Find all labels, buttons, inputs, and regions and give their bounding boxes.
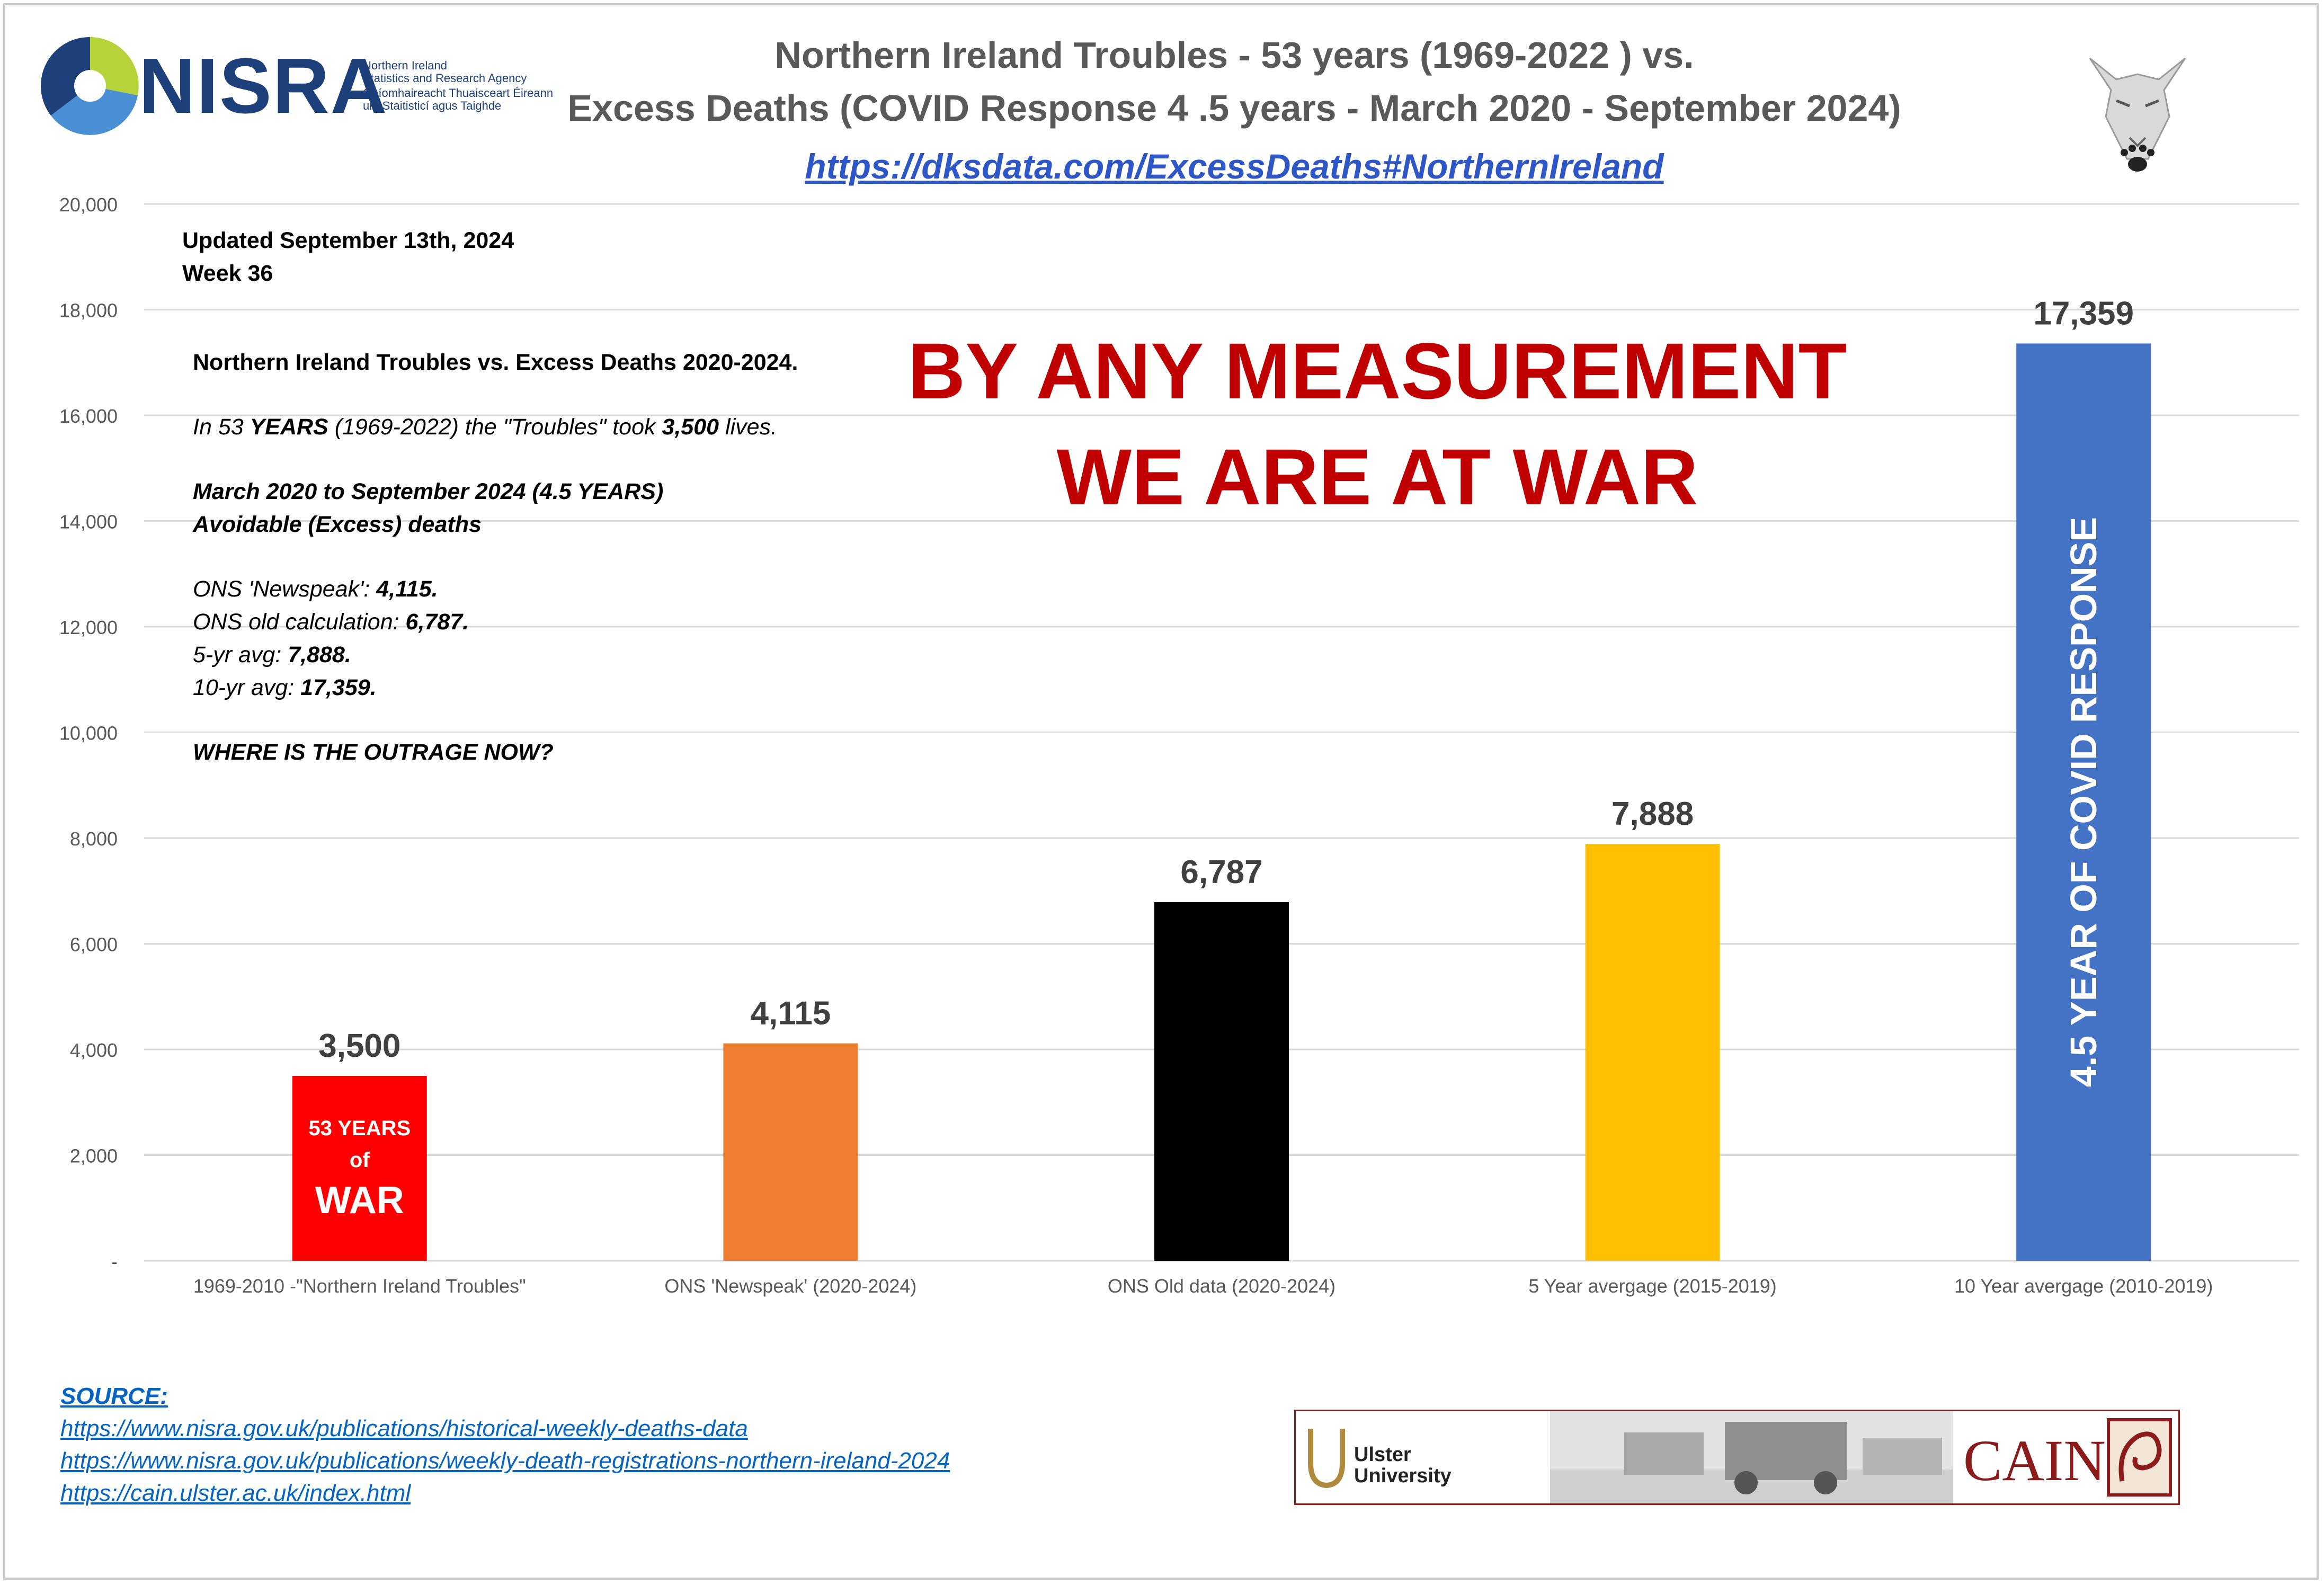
red-bar-annotation-1: 53 YEARS xyxy=(308,1117,411,1140)
x-category-label: 1969-2010 -"Northern Ireland Troubles" xyxy=(193,1275,526,1297)
info-outrage: WHERE IS THE OUTRAGE NOW? xyxy=(193,740,554,765)
source-link-1[interactable]: https://www.nisra.gov.uk/publications/hi… xyxy=(60,1415,748,1441)
nisra-logo-icon xyxy=(40,37,139,135)
x-category-label: 5 Year avergage (2015-2019) xyxy=(1528,1275,1776,1297)
bar-value-label: 3,500 xyxy=(318,1028,400,1064)
headline-line-2: WE ARE AT WAR xyxy=(1056,432,1698,521)
y-tick-label: 14,000 xyxy=(59,511,118,533)
update-note-date: Updated September 13th, 2024 xyxy=(182,228,514,253)
y-tick-label: 16,000 xyxy=(59,405,118,427)
y-tick-label: 20,000 xyxy=(59,194,118,216)
nisra-tagline-3: Gníomhaireacht Thuaisceart Éireann xyxy=(363,86,554,100)
bar-value-label: 17,359 xyxy=(2033,295,2134,332)
source-link-3[interactable]: https://cain.ulster.ac.uk/index.html xyxy=(60,1480,411,1506)
chart-frame xyxy=(3,3,2319,1580)
bar-value-label: 7,888 xyxy=(1611,796,1694,832)
source-label[interactable]: SOURCE: xyxy=(60,1383,168,1409)
bar-value-label: 4,115 xyxy=(751,995,831,1032)
cain-emblem-icon xyxy=(2107,1418,2172,1497)
wolf-emblem-icon xyxy=(2089,57,2186,172)
bar-value-label: 6,787 xyxy=(1180,854,1262,891)
source-link-2[interactable]: https://www.nisra.gov.uk/publications/we… xyxy=(60,1448,950,1474)
blue-bar-annotation: 4.5 YEAR OF COVID RESPONSE xyxy=(2063,517,2104,1087)
update-note-week: Week 36 xyxy=(182,261,273,286)
info-ons-newspeak: ONS 'Newspeak': 4,115. xyxy=(193,576,438,602)
bar xyxy=(1585,844,1720,1261)
y-tick-label: 10,000 xyxy=(59,723,118,744)
red-bar-annotation-3: WAR xyxy=(315,1179,404,1222)
x-category-label: ONS 'Newspeak' (2020-2024) xyxy=(664,1275,916,1297)
x-category-label: ONS Old data (2020-2024) xyxy=(1108,1275,1335,1297)
ulster-university-icon xyxy=(1308,1429,1345,1489)
info-period: March 2020 to September 2024 (4.5 YEARS) xyxy=(193,479,664,504)
nisra-wordmark: NISRA xyxy=(139,42,388,130)
headline: BY ANY MEASUREMENT WE ARE AT WAR xyxy=(826,318,1928,530)
bar xyxy=(292,1075,427,1261)
bar xyxy=(723,1043,858,1261)
chart-title-line-2: Excess Deaths (COVID Response 4 .5 years… xyxy=(567,87,1901,129)
info-avg10: 10-yr avg: 17,359. xyxy=(193,675,377,700)
bar xyxy=(2016,343,2151,1261)
red-bar-annotation-2: of xyxy=(350,1148,370,1172)
x-category-label: 10 Year avergage (2010-2019) xyxy=(1954,1275,2213,1297)
bar-chart: - 2,000 4,000 6,000 8,000 10,000 12,000 14,000 1… xyxy=(59,194,2299,1297)
y-tick-label: 8,000 xyxy=(70,828,118,850)
y-tick-label: 2,000 xyxy=(70,1145,118,1167)
cain-logo: CAIN xyxy=(1963,1428,2106,1493)
footer-logos: Ulster University CAIN xyxy=(1294,1410,2180,1505)
y-tick-label: - xyxy=(111,1251,118,1272)
nisra-tagline-4: um Staitisticí agus Taighde xyxy=(363,99,502,112)
nisra-tagline-1: Northern Ireland xyxy=(363,59,447,72)
chart-title-line-1: Northern Ireland Troubles - 53 years (19… xyxy=(774,34,1694,76)
info-avg5: 5-yr avg: 7,888. xyxy=(193,642,351,667)
y-tick-label: 18,000 xyxy=(59,300,118,322)
info-period-sub: Avoidable (Excess) deaths xyxy=(193,512,482,537)
y-tick-label: 6,000 xyxy=(70,934,118,956)
info-troubles: In 53 YEARS (1969-2022) the "Troubles" t… xyxy=(193,414,777,440)
nisra-tagline-2: Statistics and Research Agency xyxy=(363,72,527,85)
headline-line-1: BY ANY MEASUREMENT xyxy=(907,326,1847,415)
street-photo-image xyxy=(1550,1411,1953,1503)
info-heading: Northern Ireland Troubles vs. Excess Dea… xyxy=(193,350,798,375)
ulster-university-logo: Ulster University xyxy=(1354,1444,1452,1487)
sources: SOURCE: https://www.nisra.gov.uk/publica… xyxy=(60,1380,950,1509)
title-link[interactable]: https://dksdata.com/ExcessDeaths#Norther… xyxy=(805,147,1664,186)
bar xyxy=(1154,902,1289,1261)
y-tick-label: 4,000 xyxy=(70,1039,118,1061)
info-ons-old: ONS old calculation: 6,787. xyxy=(193,609,469,635)
y-tick-label: 12,000 xyxy=(59,617,118,638)
